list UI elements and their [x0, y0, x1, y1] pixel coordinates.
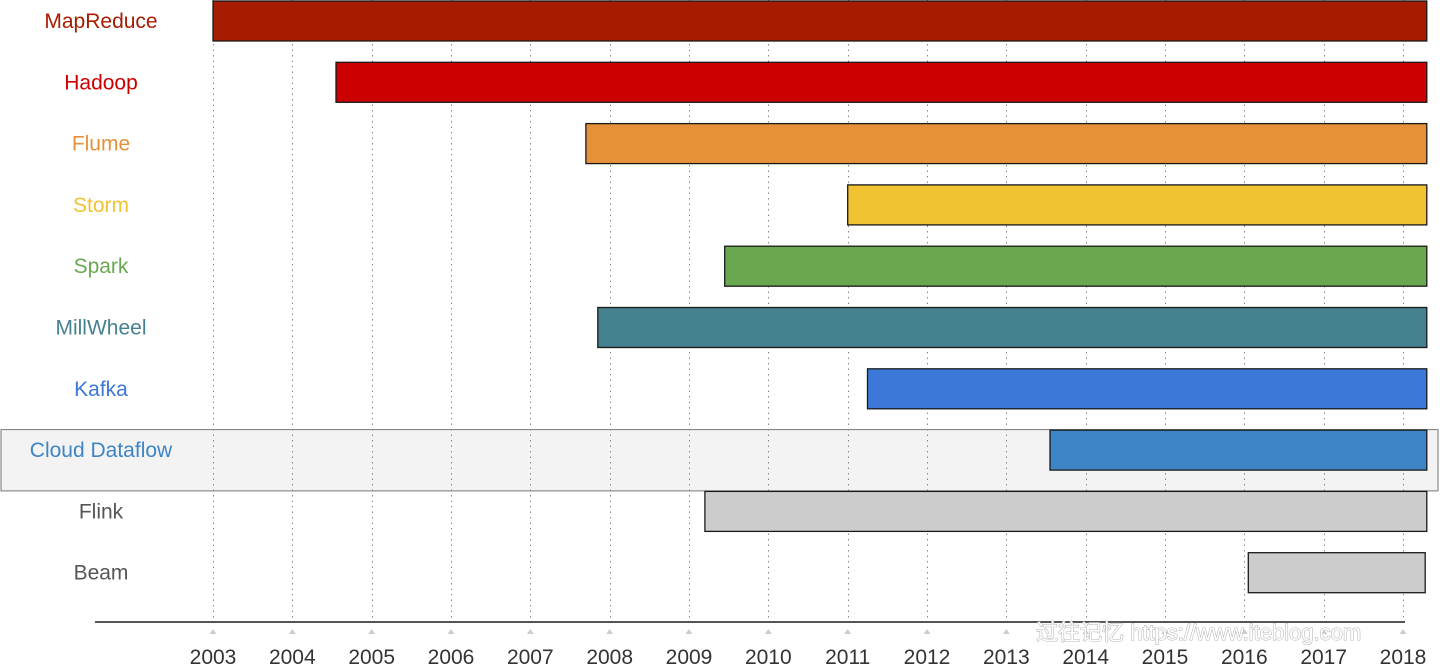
tick-label-2005: 2005 — [348, 646, 395, 666]
bar-storm — [847, 184, 1428, 226]
tick-label-2012: 2012 — [904, 646, 951, 666]
tick-mark-2003 — [209, 629, 217, 634]
tick-label-2018: 2018 — [1380, 646, 1427, 666]
row-label-flume: Flume — [72, 133, 130, 156]
row-labels: MapReduce Hadoop Flume Storm Spark MillWheel K… — [30, 10, 173, 585]
tick-label-2015: 2015 — [1142, 646, 1189, 666]
bar-mapreduce — [212, 0, 1428, 42]
watermark-text: 过往记忆 https://www.iteblog.com — [1036, 620, 1361, 645]
bar-flink — [704, 490, 1428, 533]
tick-mark-2013 — [1002, 629, 1010, 634]
tick-mark-2005 — [368, 629, 376, 634]
tick-mark-2012 — [923, 629, 931, 634]
tick-label-2008: 2008 — [586, 646, 633, 666]
bar-cloud-dataflow — [1049, 429, 1428, 471]
bar-spark — [724, 245, 1428, 287]
row-label-hadoop: Hadoop — [64, 71, 138, 94]
tick-mark-2006 — [447, 629, 455, 634]
tick-mark-2011 — [844, 629, 852, 634]
row-label-millwheel: MillWheel — [55, 317, 146, 340]
row-label-kafka: Kafka — [74, 378, 128, 401]
x-axis: 2003 2004 2005 2006 2007 2008 2009 2010 2011 2012… — [95, 621, 1427, 666]
row-label-spark: Spark — [74, 255, 129, 278]
row-label-mapreduce: MapReduce — [44, 10, 157, 33]
bar-beam — [1247, 552, 1426, 594]
row-label-beam: Beam — [74, 562, 129, 585]
tick-mark-2010 — [764, 629, 772, 634]
tick-mark-2017 — [1320, 629, 1328, 634]
bar-millwheel — [597, 306, 1428, 349]
row-label-flink: Flink — [79, 500, 124, 523]
tick-label-2007: 2007 — [507, 646, 554, 666]
tick-label-2013: 2013 — [983, 646, 1030, 666]
tick-label-2016: 2016 — [1221, 646, 1268, 666]
tick-mark-2008 — [606, 629, 614, 634]
row-label-storm: Storm — [73, 194, 129, 217]
tick-label-2010: 2010 — [745, 646, 792, 666]
tick-label-2017: 2017 — [1300, 646, 1347, 666]
tick-mark-2009 — [685, 629, 693, 634]
tick-mark-2018 — [1399, 629, 1407, 634]
tick-mark-2004 — [288, 629, 296, 634]
tick-mark-2015 — [1161, 629, 1169, 634]
tick-label-2006: 2006 — [428, 646, 475, 666]
bar-flume — [585, 122, 1428, 165]
tick-mark-2014 — [1082, 629, 1090, 634]
tick-label-2003: 2003 — [190, 646, 237, 666]
bar-kafka — [866, 368, 1428, 410]
tick-label-2014: 2014 — [1062, 646, 1109, 666]
tick-mark-2016 — [1240, 629, 1248, 634]
tick-label-2011: 2011 — [825, 646, 870, 666]
row-label-cloud-dataflow: Cloud Dataflow — [30, 439, 173, 462]
tick-label-2009: 2009 — [666, 646, 713, 666]
bars — [212, 0, 1428, 594]
tick-mark-2007 — [526, 629, 534, 634]
bar-hadoop — [335, 61, 1428, 103]
tick-label-2004: 2004 — [269, 646, 316, 666]
